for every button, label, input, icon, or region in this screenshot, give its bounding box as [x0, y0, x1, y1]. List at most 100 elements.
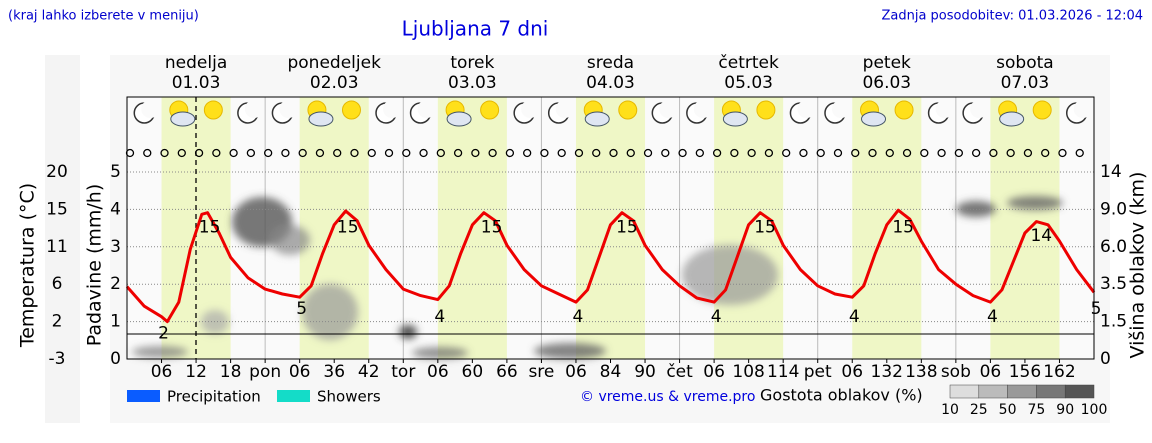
cloud-blob	[534, 343, 606, 359]
wind-calm	[609, 148, 618, 158]
moon-icon	[141, 100, 160, 118]
cloud-icon	[861, 111, 887, 127]
density-label: 25	[970, 402, 988, 418]
wind-calm	[229, 148, 238, 158]
density-label: 75	[1027, 402, 1045, 418]
wind-calm	[574, 148, 584, 158]
cloud-tick-label: 14	[1100, 162, 1122, 182]
day-name: torek	[450, 53, 494, 73]
wind-calm	[799, 148, 808, 158]
x-tick-label: 06	[565, 362, 587, 382]
cloud-tick-label: 6.0	[1100, 237, 1127, 257]
wind-calm	[1058, 148, 1067, 158]
sun-icon	[618, 100, 638, 120]
temp-label: 14	[1030, 226, 1052, 246]
cloud-blob	[1007, 196, 1063, 210]
temp-label: 4	[849, 307, 860, 327]
temp-tick-label: 6	[52, 274, 63, 294]
wind-calm	[920, 148, 929, 158]
x-tick-label: 66	[496, 362, 518, 382]
day-name: sobota	[996, 53, 1054, 73]
cloud-blob	[270, 225, 310, 255]
cloud-blob	[412, 347, 468, 359]
day-date: 02.03	[310, 73, 359, 93]
density-swatch	[978, 384, 1008, 399]
temp-label: 4	[573, 307, 584, 327]
temp-label: 4	[711, 307, 722, 327]
temp-label: 15	[481, 218, 503, 238]
sun-icon	[1032, 100, 1052, 120]
density-swatch	[949, 384, 980, 399]
temp-tick-label: 20	[46, 162, 68, 182]
x-tick-label: 156	[1009, 362, 1041, 382]
wind-calm	[143, 148, 152, 158]
cloud-blob	[132, 346, 188, 358]
foreground: 2 15 5 15 4 15 4 15 4 15 4 15 4 14 5	[125, 208, 1102, 343]
cloud-icon	[999, 111, 1025, 127]
density-label: 100	[1081, 402, 1108, 418]
grid	[127, 171, 1094, 323]
wind-calm	[436, 148, 445, 158]
wind-calm	[453, 148, 463, 158]
wind-calm	[868, 148, 877, 158]
moon-icon	[693, 100, 712, 118]
wind-calm	[712, 148, 722, 158]
x-tick-label: tor	[391, 362, 415, 382]
density-label: 50	[999, 402, 1017, 418]
wind-calm	[1006, 148, 1015, 158]
temperature-line	[125, 208, 1096, 324]
day-name: četrtek	[718, 53, 779, 73]
wind-calm	[384, 148, 394, 158]
note: (kraj lahko izberete v meniju)	[8, 9, 199, 24]
temp-label: 15	[337, 218, 359, 238]
y-tick-label: 3	[110, 237, 121, 257]
moon-icon	[935, 100, 954, 118]
day-date: 05.03	[724, 73, 773, 93]
moon-icon	[831, 100, 850, 118]
wind-calm	[592, 148, 601, 158]
wind-calm	[902, 148, 912, 158]
moon-icon	[970, 100, 989, 118]
wind-calm	[160, 148, 169, 158]
wind-calm	[643, 148, 653, 158]
temp-label: 5	[1091, 299, 1102, 319]
y-tick-label: 1	[110, 312, 121, 332]
x-tick-label: sob	[941, 362, 971, 382]
wind-calm	[177, 148, 186, 158]
y-tick-label: 2	[110, 274, 121, 294]
wind-calm	[298, 148, 307, 158]
moon-icon	[383, 100, 402, 118]
legend-label: Showers	[317, 388, 381, 406]
x-tick-label: 60	[462, 362, 484, 382]
moon-icon	[555, 100, 574, 118]
moon-icon	[659, 100, 678, 118]
legend-swatch	[127, 390, 160, 402]
x-tick-label: 138	[905, 362, 937, 382]
sun-icon	[894, 100, 914, 120]
wind-calm	[971, 148, 981, 158]
density-swatch	[1007, 384, 1037, 399]
wind-calm	[989, 148, 998, 158]
temp-axis-title: Temperatura (°C)	[17, 183, 39, 348]
wind-calm	[488, 148, 497, 158]
x-tick-label: 06	[703, 362, 725, 382]
temp-label: 15	[616, 218, 638, 238]
wind-calm	[816, 148, 825, 158]
x-tick-label: pet	[804, 362, 832, 382]
credit: © vreme.us & vreme.pro	[580, 389, 755, 405]
wind-calm	[782, 148, 791, 158]
x-tick-label: 36	[323, 362, 345, 382]
y-tick-label: 5	[110, 162, 121, 182]
cloud-tick-label: 1.5	[1100, 312, 1127, 332]
density-label: 10	[941, 402, 959, 418]
day-name: sreda	[587, 53, 634, 73]
temp-label: 15	[754, 218, 776, 238]
temp-tick-label: 11	[46, 237, 68, 257]
wind-calm	[764, 148, 774, 158]
temp-label: 4	[434, 307, 445, 327]
temp-label: 5	[296, 299, 307, 319]
x-tick-label: 06	[289, 362, 311, 382]
y-tick-label: 0	[110, 349, 121, 369]
x-tick-label: 42	[358, 362, 380, 382]
